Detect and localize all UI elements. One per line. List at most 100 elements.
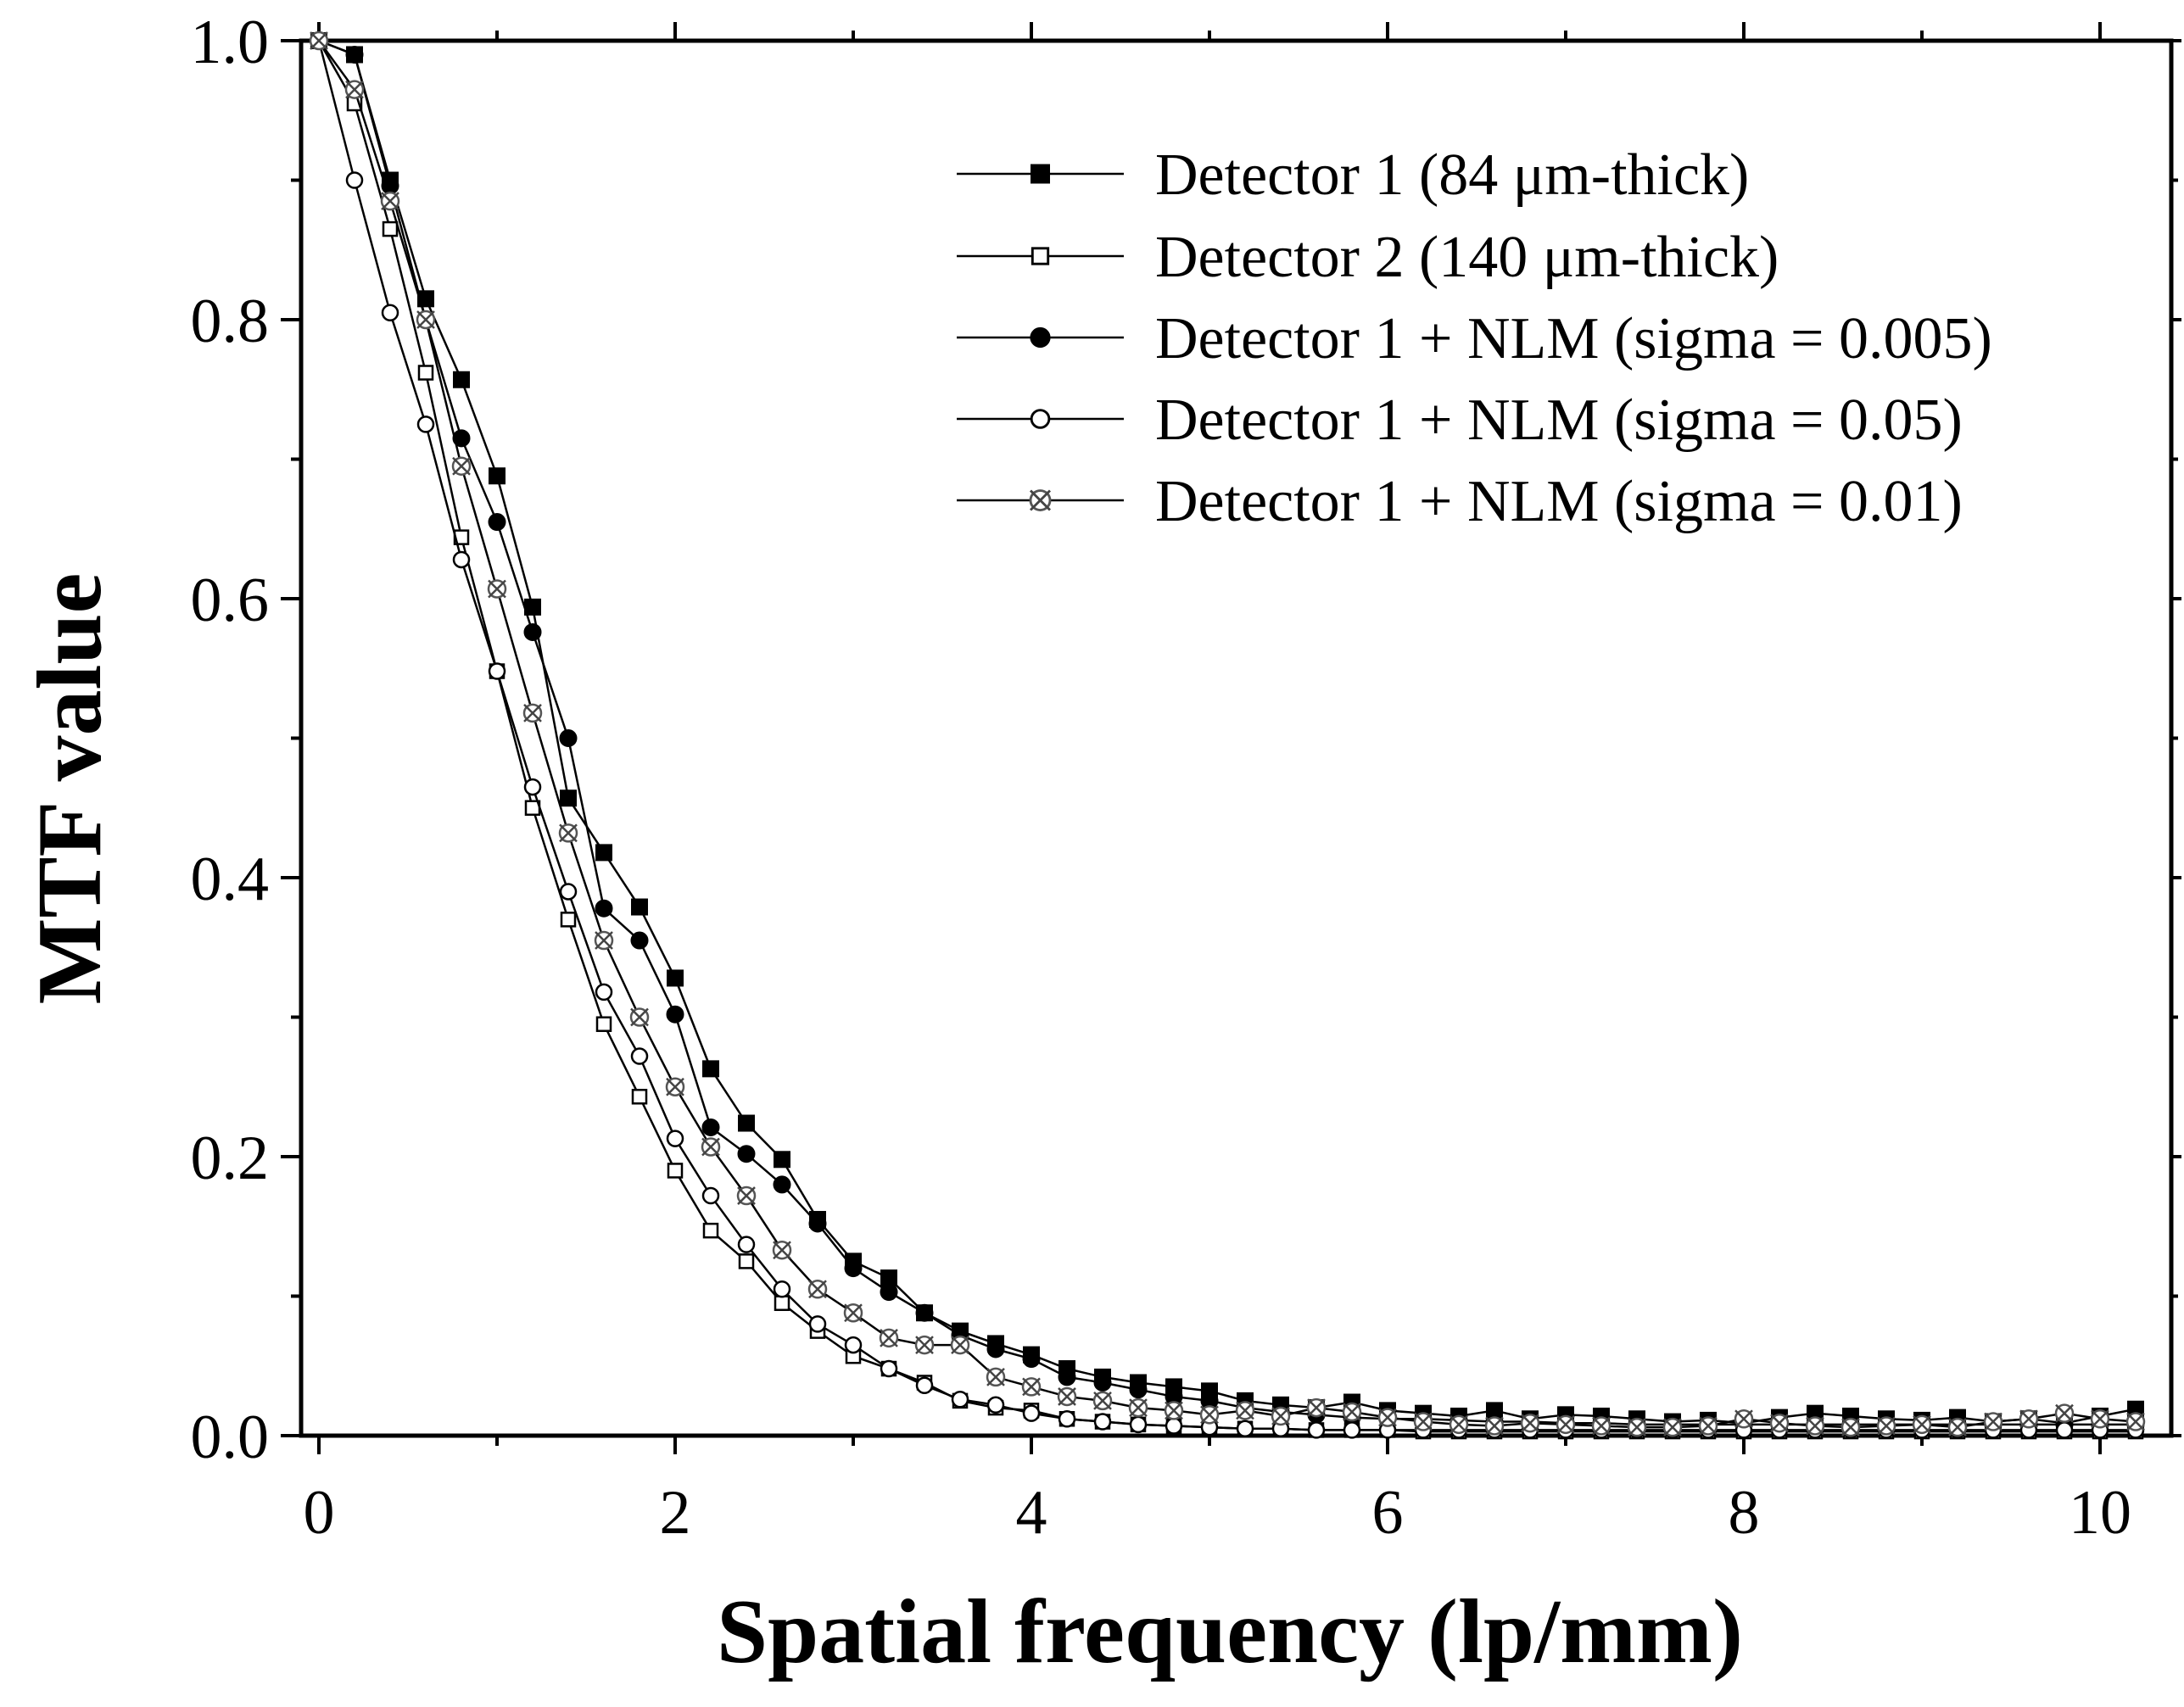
data-point xyxy=(631,1089,648,1105)
data-point xyxy=(737,1145,756,1163)
axis-ticks: 0 2 4 6 8 10 0.0 0.2 0.4 0.6 0.8 1.0 xyxy=(191,8,2181,1548)
data-point xyxy=(666,1130,684,1147)
data-point xyxy=(879,1328,899,1348)
x-tick-label: 8 xyxy=(1729,1478,1760,1548)
x-tick-label: 6 xyxy=(1372,1478,1404,1548)
x-tick-label: 10 xyxy=(2069,1478,2131,1548)
series-line xyxy=(318,39,2136,1426)
data-point xyxy=(1343,1421,1361,1439)
data-point xyxy=(736,1185,757,1206)
data-point xyxy=(2090,1409,2110,1429)
data-point xyxy=(774,1295,790,1311)
data-point xyxy=(773,1175,791,1194)
data-point xyxy=(986,1340,1005,1358)
data-point xyxy=(1164,1401,1184,1420)
data-point xyxy=(914,1335,935,1355)
data-point xyxy=(738,1114,755,1132)
legend-marker xyxy=(1029,489,1052,511)
data-point xyxy=(631,898,648,916)
y-tick-label: 0.8 xyxy=(191,287,270,356)
data-point xyxy=(986,1367,1006,1387)
data-point xyxy=(1093,1413,1112,1431)
data-point xyxy=(595,899,613,918)
data-point xyxy=(1805,1416,1825,1436)
y-tick-label: 0.4 xyxy=(191,845,270,914)
legend-item-1: Detector 1 (84 μm-thick) xyxy=(957,142,1749,208)
data-point xyxy=(1413,1412,1433,1431)
data-point xyxy=(1129,1415,1148,1434)
data-point xyxy=(1058,1368,1076,1386)
y-tick-label: 1.0 xyxy=(191,8,270,77)
data-point xyxy=(880,1283,898,1302)
data-point xyxy=(701,1118,720,1136)
data-point xyxy=(1236,1420,1254,1438)
data-point xyxy=(381,304,399,322)
y-tick-label: 0.2 xyxy=(191,1124,270,1193)
y-tick-label: 0.6 xyxy=(191,566,270,635)
data-point xyxy=(594,930,614,951)
data-point xyxy=(667,1163,684,1179)
data-point xyxy=(1627,1417,1647,1437)
data-point xyxy=(488,662,506,680)
data-point xyxy=(1271,1406,1291,1426)
data-point xyxy=(1129,1381,1148,1399)
data-point xyxy=(737,1236,756,1253)
data-point xyxy=(1840,1417,1861,1437)
data-point xyxy=(1983,1412,2003,1431)
data-point xyxy=(416,310,436,330)
data-point xyxy=(844,1336,863,1354)
data-point xyxy=(1021,1377,1042,1397)
data-point xyxy=(416,416,435,433)
data-point xyxy=(2125,1412,2146,1431)
data-point xyxy=(630,931,649,950)
legend-item-3: Detector 1 + NLM (sigma = 0.005) xyxy=(957,306,1992,371)
y-axis-title: MTF value xyxy=(20,573,120,1005)
data-point xyxy=(880,1359,898,1378)
data-point xyxy=(1449,1414,1469,1435)
data-point xyxy=(1377,1408,1398,1427)
data-point xyxy=(2054,1403,2075,1423)
x-tick-label: 4 xyxy=(1016,1478,1047,1548)
legend-marker xyxy=(1031,247,1050,265)
data-point xyxy=(1307,1421,1326,1439)
data-point xyxy=(595,1016,612,1032)
data-point xyxy=(629,1007,650,1027)
data-point xyxy=(1591,1416,1611,1436)
data-point xyxy=(558,823,578,843)
legend-marker xyxy=(1031,164,1050,184)
data-point xyxy=(701,1186,720,1205)
legend-label: Detector 1 + NLM (sigma = 0.05) xyxy=(1155,388,1963,453)
data-point xyxy=(774,1151,790,1169)
data-point xyxy=(487,579,507,599)
data-point xyxy=(559,883,578,901)
data-point xyxy=(1520,1413,1540,1433)
legend-item-2: Detector 2 (140 μm-thick) xyxy=(957,225,1779,290)
data-point xyxy=(2019,1409,2039,1429)
data-point xyxy=(1092,1391,1113,1411)
legend-marker xyxy=(1030,409,1051,429)
legend-item-5: Detector 1 + NLM (sigma = 0.01) xyxy=(957,469,1963,534)
data-point xyxy=(1484,1416,1505,1436)
series-line xyxy=(318,39,2137,1425)
legend-label: Detector 1 + NLM (sigma = 0.005) xyxy=(1155,306,1992,371)
legend-label: Detector 1 + NLM (sigma = 0.01) xyxy=(1155,469,1963,534)
series-group xyxy=(309,31,2146,1440)
data-point xyxy=(452,429,471,448)
data-point xyxy=(1734,1409,1754,1429)
data-point xyxy=(380,191,400,211)
data-point xyxy=(1342,1402,1362,1422)
data-point xyxy=(560,912,577,928)
data-point xyxy=(344,80,365,99)
data-point xyxy=(1057,1386,1077,1407)
data-point xyxy=(951,1390,969,1409)
data-point xyxy=(665,1077,685,1096)
data-point xyxy=(2055,1421,2074,1439)
data-point xyxy=(915,1376,934,1395)
data-point xyxy=(1022,1404,1041,1422)
data-point xyxy=(701,1137,721,1157)
y-tick-label: 0.0 xyxy=(191,1403,270,1472)
data-point xyxy=(667,969,684,987)
data-point xyxy=(808,1315,827,1333)
